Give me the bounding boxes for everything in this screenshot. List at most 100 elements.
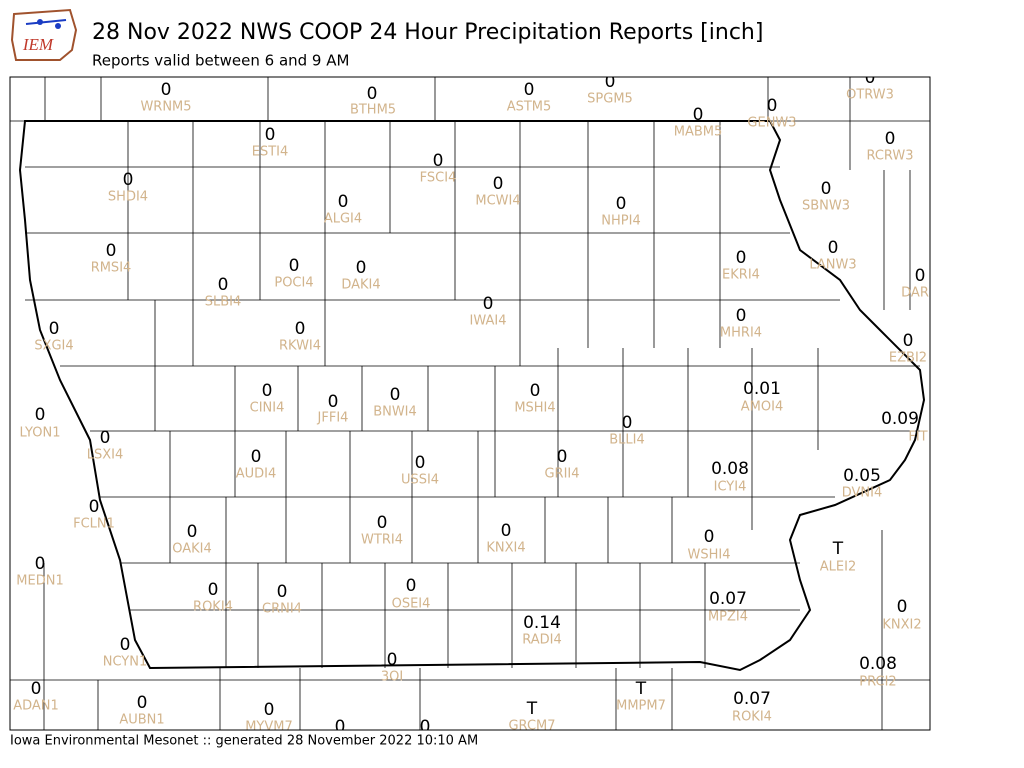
map-frame (9, 76, 931, 731)
station-value: 0 (390, 385, 401, 405)
station-value: 0 (328, 392, 339, 412)
station-value: T (635, 679, 647, 699)
station-id: OTRW3 (846, 88, 894, 103)
station-id: ROKI4 (732, 710, 772, 725)
station-id: SBNW3 (802, 199, 850, 214)
station-id: POCI4 (274, 276, 313, 291)
station-value: 0 (406, 576, 417, 596)
station-value: 0.08 (711, 459, 749, 479)
station-id: ALEI2 (820, 560, 856, 575)
station-id: OSEI4 (392, 597, 431, 612)
station-id: SLBI4 (205, 295, 242, 310)
station-value: 0 (736, 248, 747, 268)
station-value: 0.01 (743, 379, 781, 399)
station-value: 0 (289, 256, 300, 276)
station-id: ADAN1 (13, 699, 59, 714)
station-id: ROKI4 (193, 600, 233, 615)
station-value: 0 (605, 72, 616, 92)
station-value: 0 (123, 170, 134, 190)
station-value: 0 (821, 179, 832, 199)
station-id: MEDN1 (16, 574, 63, 589)
station-value: 0 (865, 68, 876, 88)
station-id: EZBI2 (889, 351, 927, 366)
station-id: MMPM7 (616, 699, 666, 714)
logo: IEM (10, 8, 78, 61)
station-value: 0 (420, 717, 431, 737)
station-id: MPZI4 (708, 610, 748, 625)
station-id: JFFI4 (317, 411, 349, 426)
station-value: T (526, 699, 538, 719)
station-id: LYON1 (20, 426, 61, 441)
station-id: ALGI4 (324, 212, 362, 227)
station-id: SPGM5 (587, 92, 633, 107)
station-value: 0 (736, 306, 747, 326)
station-id: AUDI4 (236, 467, 277, 482)
station-id: FCLN1 (73, 517, 115, 532)
station-value: 0 (622, 413, 633, 433)
station-value: T (832, 539, 844, 559)
station-id: FSCI4 (420, 171, 457, 186)
station-id: WRNM5 (140, 100, 191, 115)
station-id: AMOI4 (741, 400, 783, 415)
station-value: 0 (262, 381, 273, 401)
station-value: 0 (265, 125, 276, 145)
station-value: 0 (433, 151, 444, 171)
station-id: MYVM7 (245, 720, 293, 735)
station-value: 0 (218, 275, 229, 295)
station-value: 0 (277, 582, 288, 602)
station-id: DVNI4 (842, 486, 883, 501)
station-value: 0 (100, 428, 111, 448)
logo-text: IEM (22, 35, 54, 54)
station-id: ICYI4 (714, 480, 747, 495)
station-id: MHRI4 (720, 326, 762, 341)
station-id: AUBN1 (119, 713, 164, 728)
stations: 0WRNM50BTHM50ASTM50SPGM50OTRW30MABM50GEN… (13, 68, 929, 737)
station-id: FIT (908, 430, 927, 445)
station-value: 0 (493, 174, 504, 194)
station-value: 0 (106, 241, 117, 261)
station-id: RCRW3 (866, 149, 913, 164)
station-value: 0 (338, 192, 349, 212)
station-value: 0 (356, 258, 367, 278)
station-id: SHDI4 (108, 190, 148, 205)
station-value: 0 (501, 521, 512, 541)
station-value: 0 (335, 717, 346, 737)
station-id: WSHI4 (688, 548, 731, 563)
station-value: 0 (208, 580, 219, 600)
footer: Iowa Environmental Mesonet :: generated … (10, 734, 478, 749)
station-id: KNXI4 (486, 541, 525, 556)
station-value: 0 (530, 381, 541, 401)
station-value: 0 (903, 331, 914, 351)
station-id: 3OI (381, 670, 403, 685)
station-id: GENW3 (747, 116, 796, 131)
station-id: IWAI4 (470, 314, 507, 329)
station-id: NHPI4 (601, 214, 640, 229)
station-value: 0 (616, 194, 627, 214)
station-id: ESTI4 (252, 145, 289, 160)
station-value: 0 (483, 294, 494, 314)
station-value: 0 (367, 84, 378, 104)
station-value: 0 (187, 522, 198, 542)
state-border (18, 120, 926, 672)
station-id: BNWI4 (373, 405, 417, 420)
station-id: CRNI4 (262, 602, 302, 617)
station-id: RKWI4 (279, 339, 321, 354)
station-value: 0.09 (881, 409, 919, 429)
station-value: 0 (915, 266, 926, 286)
station-value: 0.14 (523, 613, 561, 633)
station-value: 0 (828, 238, 839, 258)
station-value: 0 (693, 105, 704, 125)
station-value: 0 (31, 679, 42, 699)
station-id: USSI4 (401, 473, 439, 488)
station-id: GRCM7 (508, 719, 555, 734)
station-id: KNXI2 (882, 618, 921, 633)
title: 28 Nov 2022 NWS COOP 24 Hour Precipitati… (92, 20, 763, 45)
station-id: ASTM5 (507, 100, 552, 115)
station-id: EKRI4 (722, 268, 760, 283)
station-id: MSHI4 (514, 401, 555, 416)
station-value: 0 (704, 527, 715, 547)
station-value: 0 (415, 453, 426, 473)
station-id: LANW3 (809, 258, 856, 273)
